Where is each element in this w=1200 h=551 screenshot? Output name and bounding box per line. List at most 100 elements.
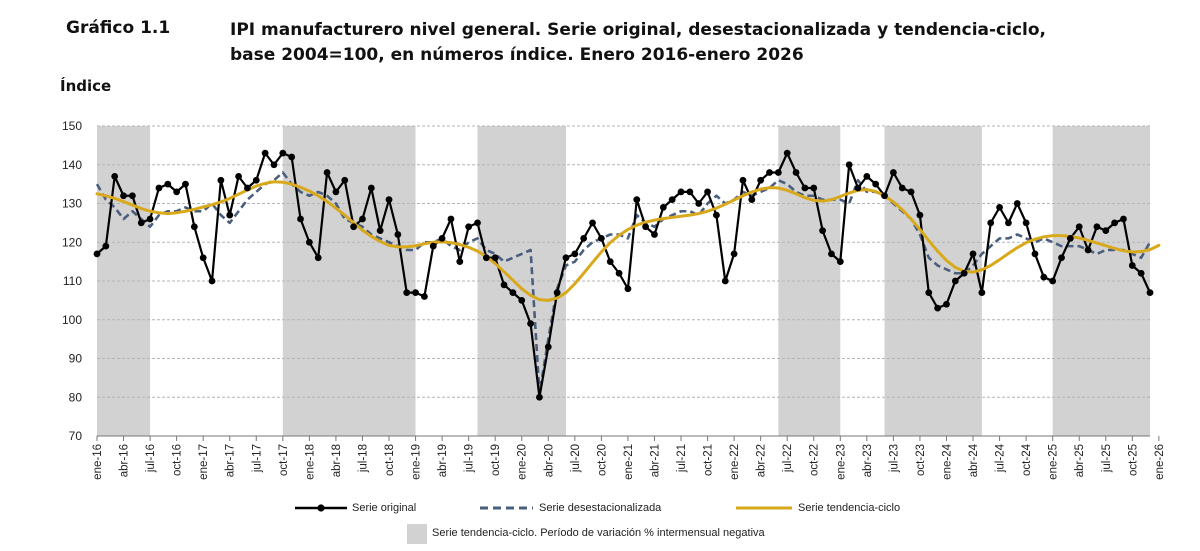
original-point-27 [332, 188, 340, 196]
original-point-39 [438, 234, 446, 242]
x-tick-label-jul-19: jul-19 [464, 444, 476, 473]
original-point-4 [128, 192, 136, 200]
original-point-97 [951, 277, 959, 285]
x-tick-label-abr-19: abr-19 [437, 444, 449, 477]
original-point-92 [907, 188, 915, 196]
original-point-58 [606, 258, 614, 266]
original-point-51 [544, 343, 552, 351]
y-axis-label: Índice [60, 77, 112, 95]
original-point-20 [270, 161, 278, 169]
original-point-45 [491, 254, 499, 262]
y-tick-label-70: 70 [69, 429, 83, 443]
x-tick-label-abr-16: abr-16 [119, 444, 131, 477]
x-tick-label-jul-17: jul-17 [251, 444, 263, 473]
series-tendencia-line [95, 180, 1161, 302]
x-tick-label-ene-21: ene-21 [623, 444, 635, 480]
original-point-67 [686, 188, 694, 196]
original-point-64 [659, 203, 667, 211]
original-point-14 [217, 176, 225, 184]
original-point-34 [394, 231, 402, 238]
series-original-line [96, 152, 1152, 399]
original-point-109 [1058, 254, 1065, 262]
original-point-46 [500, 281, 508, 289]
original-point-90 [889, 169, 897, 176]
original-point-101 [987, 219, 995, 227]
x-tick-label-abr-22: abr-22 [756, 444, 768, 477]
original-point-110 [1066, 234, 1074, 242]
axes: 70 80 90 100 110 120 130 140 150 ene-16 abr-16 jul-… [62, 119, 1166, 480]
original-point-77 [774, 169, 782, 176]
gridlines [97, 125, 1150, 398]
original-point-69 [704, 188, 711, 196]
original-point-23 [297, 215, 304, 223]
original-point-55 [580, 234, 588, 242]
original-point-93 [916, 211, 924, 219]
original-point-33 [385, 196, 393, 204]
original-point-102 [996, 203, 1003, 211]
original-point-81 [810, 184, 818, 192]
legend-original-marker [317, 504, 325, 512]
x-tick-label-ene-20: ene-20 [517, 444, 529, 480]
original-point-24 [305, 238, 313, 246]
x-tick-label-jul-23: jul-23 [888, 444, 900, 473]
original-point-112 [1084, 246, 1092, 254]
original-point-63 [651, 231, 658, 238]
original-point-106 [1031, 250, 1039, 258]
original-point-89 [881, 192, 888, 200]
original-point-50 [536, 393, 543, 401]
original-point-31 [367, 184, 375, 192]
x-tick-label-jul-24: jul-24 [995, 443, 1007, 473]
original-point-49 [527, 320, 534, 328]
original-point-0 [93, 250, 101, 258]
original-point-95 [934, 304, 942, 312]
original-point-83 [828, 250, 835, 258]
original-point-28 [341, 176, 349, 184]
original-point-80 [801, 184, 809, 192]
original-point-71 [721, 277, 729, 285]
original-point-57 [597, 234, 605, 242]
x-tick-label-jul-16: jul-16 [145, 444, 157, 473]
original-point-43 [474, 219, 481, 227]
original-point-56 [589, 219, 596, 227]
series-lines [93, 149, 1161, 401]
original-point-41 [456, 258, 464, 266]
x-tick-label-ene-22: ene-22 [729, 444, 741, 480]
original-point-11 [190, 223, 198, 231]
original-point-53 [562, 254, 570, 262]
legend-label-tendencia: Serie tendencia-ciclo [798, 502, 901, 514]
original-point-118 [1137, 269, 1145, 277]
original-point-38 [429, 242, 437, 250]
original-point-37 [421, 293, 428, 300]
legend-shade-swatch [407, 524, 427, 544]
original-point-96 [943, 300, 950, 308]
x-tick-label-ene-16: ene-16 [92, 444, 104, 480]
original-point-61 [633, 196, 641, 204]
original-point-17 [244, 184, 251, 192]
x-tick-label-ene-17: ene-17 [198, 444, 210, 480]
x-tick-label-oct-19: oct-19 [490, 444, 502, 476]
x-tick-label-jul-18: jul-18 [357, 444, 369, 473]
x-tick-label-jul-25: jul-25 [1101, 444, 1113, 473]
chart-number: Gráfico 1.1 [66, 18, 171, 38]
original-point-79 [792, 169, 800, 176]
original-point-66 [677, 188, 685, 196]
original-point-42 [465, 223, 473, 231]
original-point-68 [695, 200, 703, 207]
x-tick-label-oct-25: oct-25 [1127, 444, 1139, 476]
original-point-1 [102, 242, 110, 250]
x-tick-label-abr-20: abr-20 [543, 444, 555, 477]
original-point-117 [1128, 262, 1136, 269]
original-point-12 [199, 254, 207, 262]
original-point-87 [863, 172, 871, 180]
x-tick-label-abr-21: abr-21 [649, 444, 661, 477]
y-tick-label-130: 130 [62, 197, 82, 211]
original-point-3 [120, 192, 127, 200]
y-tick-label-100: 100 [62, 313, 82, 327]
original-point-85 [845, 161, 853, 169]
original-point-99 [969, 250, 977, 258]
chart-title: IPI manufacturero nivel general. Serie o… [230, 18, 1180, 68]
legend-label-desestacionalizada: Serie desestacionalizada [539, 502, 662, 514]
original-point-84 [836, 258, 844, 266]
original-point-22 [288, 153, 296, 161]
